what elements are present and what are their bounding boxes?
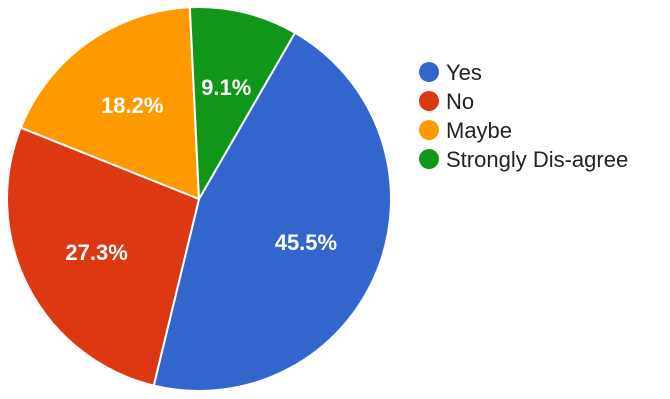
slice-value-label: 9.1%	[201, 75, 251, 100]
legend: Yes No Maybe Strongly Dis-agree	[419, 60, 628, 172]
slice-value-label: 18.2%	[101, 93, 163, 118]
pie-slice-no	[6, 126, 200, 387]
legend-label: Maybe	[446, 118, 512, 143]
pie-slice-labels: 45.5% 27.3% 18.2% 9.1%	[65, 75, 337, 265]
legend-swatch	[419, 120, 439, 140]
legend-label: Strongly Dis-agree	[446, 147, 628, 172]
pie-slice-maybe	[19, 6, 200, 200]
slice-value-label: 27.3%	[65, 240, 127, 265]
legend-swatch	[419, 149, 439, 169]
pie-slice-yes	[152, 31, 392, 393]
legend-swatch	[419, 91, 439, 111]
legend-label: No	[446, 89, 474, 114]
legend-swatch	[419, 62, 439, 82]
legend-label: Yes	[446, 60, 482, 85]
pie-slices	[6, 6, 392, 393]
pie-slice-strongly-dis-agree	[188, 6, 296, 200]
slice-value-label: 45.5%	[275, 230, 337, 255]
